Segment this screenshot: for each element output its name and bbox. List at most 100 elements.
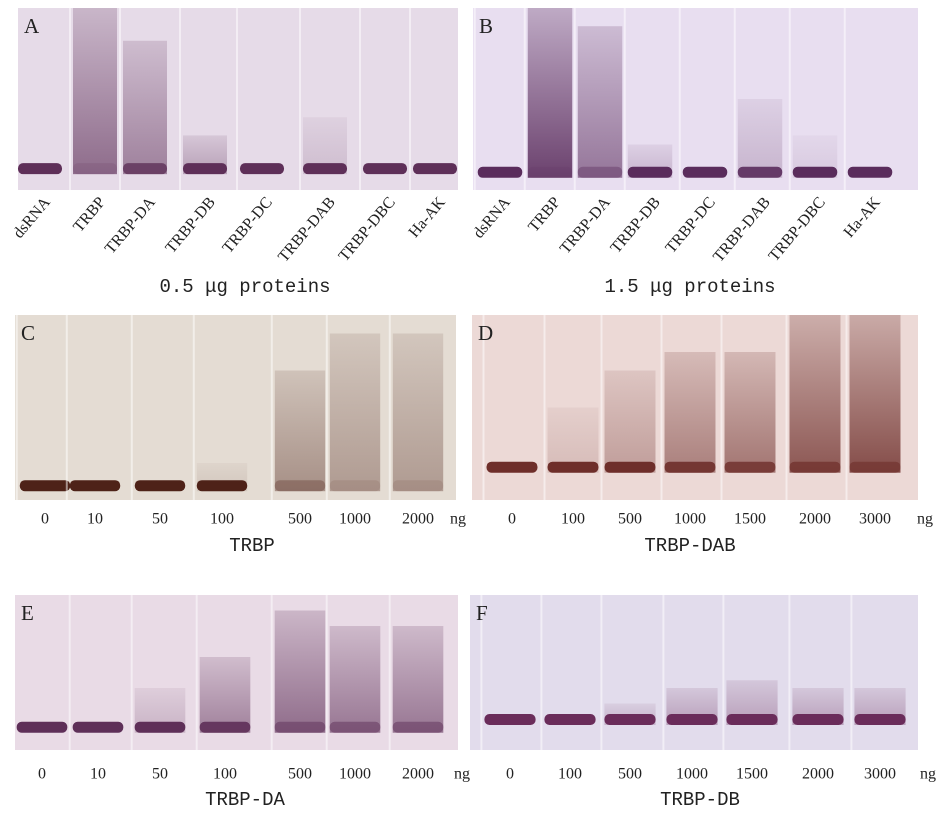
smear (789, 315, 841, 473)
smear (724, 352, 776, 473)
panel-caption: 0.5 μg proteins (159, 276, 330, 298)
lane-label: TRBP-DBC (336, 194, 399, 265)
band (484, 714, 536, 725)
smear (274, 610, 326, 733)
band (792, 714, 844, 725)
band (737, 166, 783, 178)
band (477, 166, 523, 178)
smear (392, 333, 444, 492)
lane-label: TRBP-DAB (275, 194, 339, 266)
panel: 0 100 500 1000 1500 2000 3000 Dng TRBP-DAB (472, 315, 933, 557)
smear (73, 8, 117, 175)
lane-label: 100 (213, 766, 237, 783)
lane-label: TRBP-DA (102, 194, 159, 258)
band (329, 480, 381, 492)
lane-label: TRBP-DAB (710, 194, 774, 266)
lane-label: TRBP-DC (662, 194, 718, 257)
panel-caption: TRBP-DAB (644, 535, 735, 557)
lane-label: 50 (152, 511, 168, 528)
lane-label: 500 (288, 511, 312, 528)
panel-caption: TRBP (229, 535, 275, 557)
lane-label: 10 (90, 766, 106, 783)
band (724, 461, 776, 473)
lane-label: 0 (38, 766, 46, 783)
band (682, 166, 728, 178)
band (329, 721, 381, 733)
band (547, 461, 599, 473)
band (849, 461, 901, 473)
panel-caption: TRBP-DA (205, 789, 285, 811)
smear (527, 8, 573, 178)
panel-letter: D (478, 321, 493, 345)
band (392, 480, 444, 492)
unit-label: ng (920, 766, 936, 783)
unit-label: ng (917, 511, 933, 528)
lane-label: TRBP-DB (162, 194, 218, 257)
panel: 0 100 500 1000 1500 2000 3000 Fng TRBP-DB (470, 595, 936, 811)
band (303, 163, 347, 175)
lane-label: 2000 (402, 766, 434, 783)
lane-label: 1000 (339, 766, 371, 783)
smear (123, 40, 167, 175)
band (19, 480, 71, 492)
lane-label: 500 (618, 511, 642, 528)
smear (604, 370, 656, 473)
band (69, 480, 121, 492)
lane-label: 3000 (864, 766, 896, 783)
lane-label: TRBP-DC (219, 194, 275, 257)
lane-label: Ha-AK (841, 194, 885, 241)
smear (849, 315, 901, 473)
panel-letter: A (24, 14, 40, 38)
band (544, 714, 596, 725)
lane-label: dsRNA (10, 194, 54, 242)
smear (199, 657, 251, 733)
band (196, 480, 248, 492)
band (199, 721, 251, 733)
band (134, 721, 186, 733)
band (134, 480, 186, 492)
lane-label: 1000 (674, 511, 706, 528)
smear (664, 352, 716, 473)
lane-label: TRBP-DBC (766, 194, 829, 265)
lane-label: 0 (41, 511, 49, 528)
lane-label: 100 (561, 511, 585, 528)
band (392, 721, 444, 733)
panel-caption: TRBP-DB (660, 789, 740, 811)
lane-label: 500 (618, 766, 642, 783)
lane-label: 1000 (339, 511, 371, 528)
lane-label: TRBP-DA (557, 194, 614, 258)
smear (577, 26, 623, 178)
band (240, 163, 284, 175)
smear (737, 99, 783, 178)
band (726, 714, 778, 725)
band (664, 461, 716, 473)
lane-label: 100 (210, 511, 234, 528)
lane-label: TRBP (525, 194, 564, 236)
lane-label: dsRNA (470, 194, 514, 242)
band (577, 166, 623, 178)
band (16, 721, 68, 733)
lane-label: TRBP (70, 194, 109, 236)
panel-letter: F (476, 601, 488, 625)
lane-label: 2000 (802, 766, 834, 783)
band (486, 461, 538, 473)
band (73, 163, 117, 175)
band (363, 163, 407, 175)
unit-label: ng (450, 511, 466, 528)
panel: 0 10 50 100 500 1000 2000 Cng TRBP (15, 315, 466, 557)
band (413, 163, 457, 175)
band (854, 714, 906, 725)
band (274, 721, 326, 733)
panel-letter: B (479, 14, 493, 38)
panel: 0 10 50 100 500 1000 2000 Eng TRBP-DA (12, 595, 470, 811)
lane-label: 2000 (799, 511, 831, 528)
band (604, 461, 656, 473)
unit-label: ng (454, 766, 470, 783)
panel-letter: E (21, 601, 34, 625)
band (627, 166, 673, 178)
lane-label: Ha-AK (406, 194, 450, 241)
smear (329, 333, 381, 492)
lane-label: 0 (508, 511, 516, 528)
